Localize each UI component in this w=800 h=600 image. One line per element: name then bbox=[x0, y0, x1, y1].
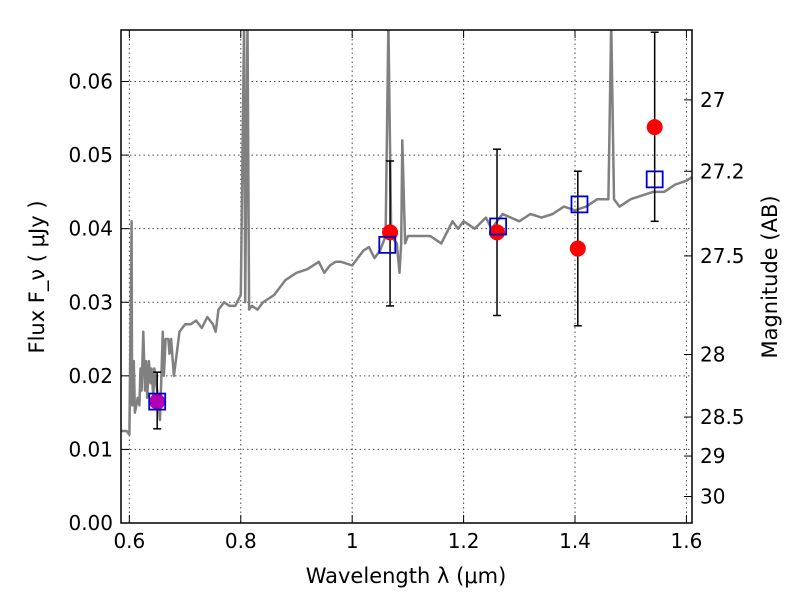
y-axis-label: Flux F_ν ( μJy ) bbox=[25, 200, 50, 353]
y-tick-label: 0.01 bbox=[68, 437, 113, 461]
grid bbox=[121, 30, 692, 523]
x-axis-label: Wavelength λ (μm) bbox=[306, 564, 507, 588]
magnitude-tick-label: 28.5 bbox=[700, 405, 745, 429]
observed-flux-point bbox=[149, 393, 166, 410]
magnitude-tick-label: 27 bbox=[700, 88, 725, 112]
x-tick-label: 0.6 bbox=[113, 529, 145, 553]
y-tick-label: 0.00 bbox=[68, 511, 113, 535]
model-band-flux-square bbox=[645, 170, 664, 189]
y-tick-label: 0.05 bbox=[68, 143, 113, 167]
x-tick-label: 1.2 bbox=[448, 529, 480, 553]
magnitude-axis-label: Magnitude (AB) bbox=[758, 195, 782, 358]
model-band-flux-square bbox=[570, 195, 589, 214]
plot-area bbox=[121, 30, 692, 436]
y-tick-label: 0.04 bbox=[68, 217, 113, 241]
ticks: 0.6 0.8 1 1.2 1.4 1.6 0.00 0.01 0.02 0.03 0.04 0.05… bbox=[68, 30, 745, 553]
observed-flux-point bbox=[646, 119, 663, 136]
x-tick-label: 0.8 bbox=[225, 529, 257, 553]
y-tick-label: 0.02 bbox=[68, 364, 113, 388]
magnitude-tick-label: 27.2 bbox=[700, 159, 745, 183]
observed-flux-point bbox=[569, 240, 586, 257]
x-tick-label: 1.6 bbox=[671, 529, 703, 553]
axes-frame bbox=[120, 29, 693, 524]
model-band-flux-square bbox=[378, 235, 397, 254]
model-band-flux-square bbox=[148, 392, 167, 411]
model-band-flux-square bbox=[489, 217, 508, 236]
observed-flux-point bbox=[489, 224, 506, 241]
y-tick-label: 0.03 bbox=[68, 290, 113, 314]
model-spectrum-line bbox=[121, 30, 692, 436]
magnitude-tick-label: 27.5 bbox=[700, 244, 745, 268]
x-tick-label: 1 bbox=[346, 529, 359, 553]
magnitude-tick-label: 30 bbox=[700, 485, 725, 509]
x-tick-label: 1.4 bbox=[559, 529, 591, 553]
y-tick-label: 0.06 bbox=[68, 70, 113, 94]
magnitude-tick-label: 28 bbox=[700, 342, 725, 366]
magnitude-tick-label: 29 bbox=[700, 444, 725, 468]
